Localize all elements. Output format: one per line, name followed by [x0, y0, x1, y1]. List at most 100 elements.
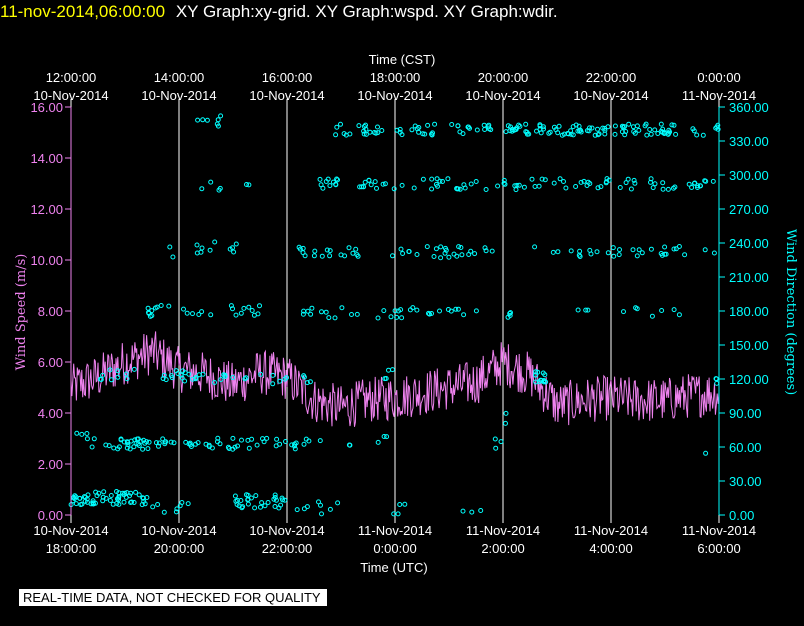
wind-direction-point [589, 125, 595, 131]
wind-direction-point [257, 303, 262, 309]
wind-direction-point [258, 504, 263, 510]
top-tick-date: 10-Nov-2014 [33, 88, 108, 103]
left-tick-label: 0.00 [38, 508, 63, 523]
wind-direction-point [274, 436, 280, 442]
wind-direction-point [473, 179, 479, 184]
wind-direction-point [116, 497, 122, 503]
wind-direction-point [425, 122, 431, 128]
wind-direction-point [660, 180, 666, 186]
wind-direction-point [650, 185, 656, 191]
wind-direction-point [73, 501, 79, 507]
wind-direction-point [91, 436, 97, 442]
left-tick-label: 14.00 [30, 151, 63, 166]
wind-direction-point [643, 121, 649, 127]
wind-direction-point [214, 121, 220, 127]
wind-direction-point [185, 501, 191, 507]
top-tick-date: 10-Nov-2014 [465, 88, 540, 103]
wind-direction-point [661, 131, 667, 136]
wind-direction-point [539, 176, 545, 182]
wind-direction-point [612, 131, 618, 137]
wind-direction-point [174, 506, 180, 512]
wind-direction-point [392, 308, 398, 314]
wind-direction-point [714, 380, 720, 386]
wind-direction-point [156, 440, 162, 446]
wind-direction-point [131, 366, 137, 372]
wind-speed-line [70, 331, 720, 427]
wind-direction-point [215, 117, 221, 123]
wind-direction-point [623, 180, 629, 186]
wind-direction-point [282, 376, 288, 382]
wind-direction-point [665, 186, 671, 192]
wind-direction-point [238, 310, 244, 316]
wind-direction-point [115, 446, 121, 452]
wind-direction-point [611, 253, 617, 259]
wind-direction-point [204, 117, 210, 123]
wind-direction-point [208, 179, 214, 185]
wind-direction-point [264, 435, 270, 441]
wind-direction-point [532, 184, 538, 189]
wind-direction-point [380, 181, 386, 187]
wind-direction-point [438, 244, 444, 250]
wind-direction-point [124, 376, 130, 382]
wind-direction-point [576, 123, 582, 129]
wind-direction-point [258, 371, 264, 377]
wind-direction-point [374, 185, 379, 191]
wind-direction-point [350, 250, 356, 256]
wind-direction-point [713, 125, 719, 131]
wind-direction-point [212, 239, 218, 245]
wind-direction-point [301, 374, 307, 380]
wind-direction-point [647, 127, 653, 132]
wind-direction-point [354, 311, 360, 317]
wind-direction-point [361, 184, 367, 190]
wind-direction-point [311, 253, 317, 259]
wind-direction-point [199, 245, 205, 251]
wind-direction-point [397, 126, 403, 132]
wind-direction-point [469, 509, 475, 515]
wind-direction-point [323, 179, 329, 184]
wind-direction-point [483, 248, 489, 254]
wind-direction-point [524, 129, 530, 135]
wind-direction-point [690, 126, 696, 132]
wind-direction-point [440, 179, 445, 184]
wind-direction-point [107, 367, 113, 373]
wind-direction-point [466, 252, 472, 257]
wind-direction-point [251, 312, 257, 318]
wind-direction-point [602, 127, 608, 133]
wind-direction-point [239, 437, 244, 443]
wind-direction-point [127, 446, 133, 452]
bottom-tick-time: 18:00:00 [46, 541, 97, 556]
wind-direction-point [467, 125, 472, 131]
wind-direction-point [482, 127, 488, 132]
top-tick-date: 10-Nov-2014 [141, 88, 216, 103]
chart-header: 11-nov-2014,06:00:00 XY Graph:xy-grid. X… [0, 2, 558, 22]
bottom-tick-date: 11-Nov-2014 [466, 523, 540, 538]
wind-direction-point [472, 251, 478, 257]
wind-direction-point [371, 130, 377, 135]
wind-direction-point [111, 445, 117, 451]
wind-direction-point [171, 440, 177, 446]
right-tick-label: 300.00 [729, 168, 769, 183]
wind-direction-point [193, 375, 199, 380]
wind-direction-point [612, 123, 618, 129]
wind-direction-point [150, 504, 156, 510]
wind-direction-point [120, 490, 126, 496]
wind-direction-point [551, 180, 557, 186]
right-tick-label: 240.00 [729, 236, 769, 251]
wind-direction-point [156, 443, 161, 449]
wind-direction-point [368, 182, 374, 188]
wind-direction-point [136, 492, 142, 498]
wind-direction-point [208, 312, 214, 318]
top-tick-time: 22:00:00 [586, 70, 637, 85]
wind-direction-point [279, 495, 285, 501]
wind-direction-point [183, 439, 189, 445]
wind-direction-point [240, 504, 246, 510]
wind-direction-point [72, 493, 78, 499]
wind-direction-point [573, 184, 579, 189]
wind-direction-point [503, 420, 508, 426]
wind-direction-point [399, 182, 405, 188]
x-bottom-axis-title: Time (UTC) [360, 560, 427, 575]
wind-direction-point [272, 495, 278, 500]
wind-direction-point [407, 307, 413, 313]
wind-direction-point [115, 374, 121, 380]
wind-direction-point [84, 436, 90, 442]
